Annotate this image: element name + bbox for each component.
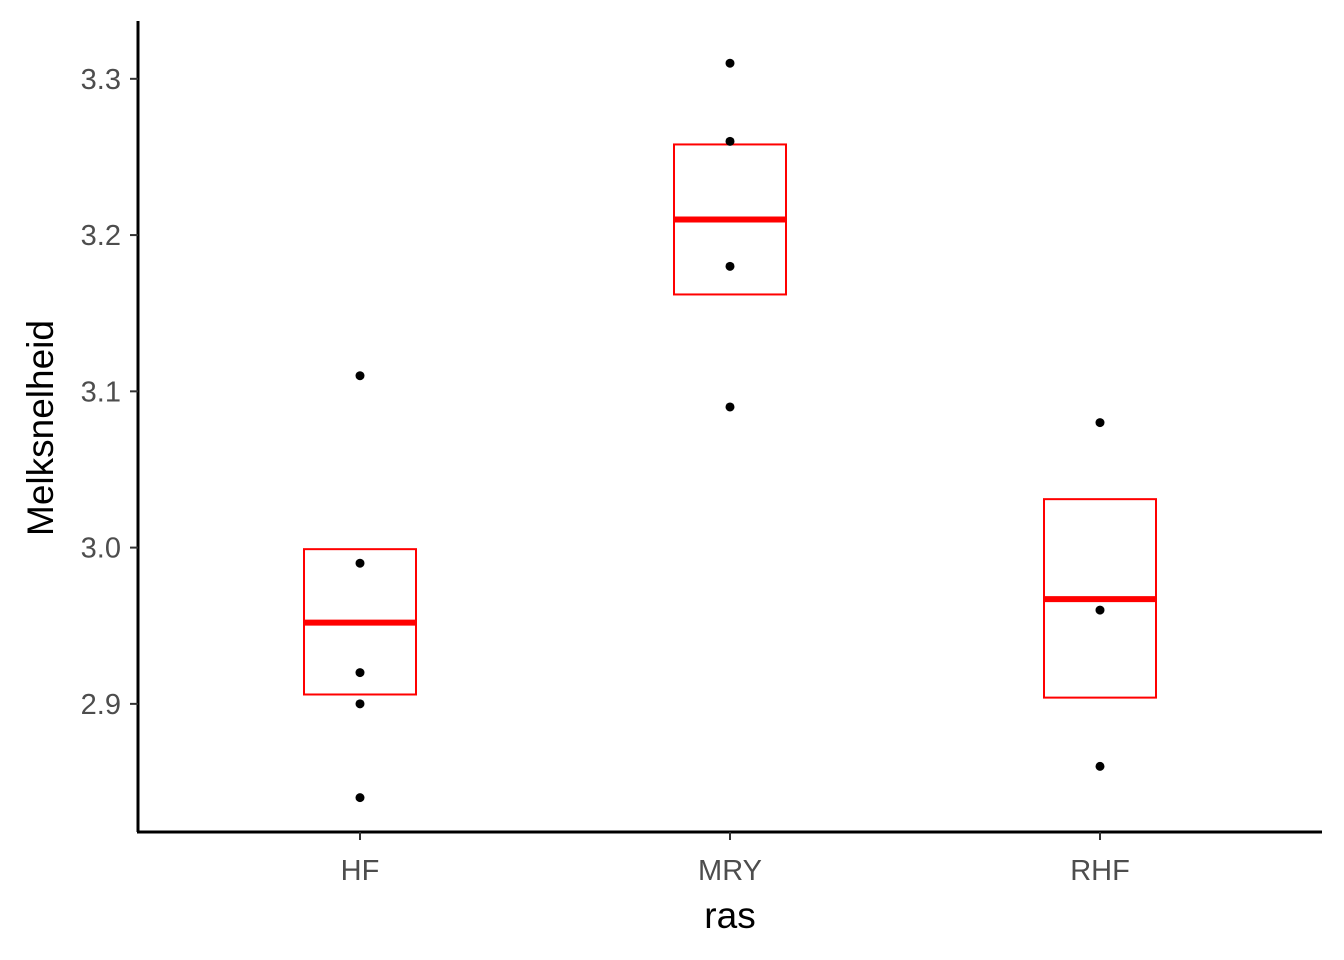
data-point bbox=[355, 371, 365, 381]
x-tick-label: MRY bbox=[698, 855, 762, 887]
data-point bbox=[725, 136, 735, 146]
boxes-layer bbox=[303, 143, 1157, 699]
data-point bbox=[355, 793, 365, 803]
data-point bbox=[725, 402, 735, 412]
y-ticks: 2.9 3.0 3.1 3.2 3.3 bbox=[81, 64, 138, 721]
y-tick-label: 3.3 bbox=[81, 64, 121, 96]
data-point bbox=[1095, 761, 1105, 771]
x-axis-title: ras bbox=[704, 895, 755, 936]
x-tick-label: HF bbox=[341, 855, 380, 887]
y-tick-label: 3.1 bbox=[81, 376, 121, 408]
points-layer bbox=[355, 58, 1105, 803]
y-tick-label: 3.2 bbox=[81, 220, 121, 252]
x-ticks: HF MRY RHF bbox=[341, 832, 1130, 887]
y-axis-title: Melksnelheid bbox=[20, 320, 61, 536]
data-point bbox=[355, 699, 365, 709]
data-point bbox=[725, 261, 735, 271]
data-point bbox=[1095, 418, 1105, 428]
y-tick-label: 2.9 bbox=[81, 689, 121, 721]
x-tick-label: RHF bbox=[1070, 855, 1130, 887]
data-point bbox=[355, 558, 365, 568]
data-point bbox=[1095, 605, 1105, 615]
y-tick-label: 3.0 bbox=[81, 533, 121, 565]
data-point bbox=[725, 58, 735, 68]
data-point bbox=[355, 668, 365, 678]
